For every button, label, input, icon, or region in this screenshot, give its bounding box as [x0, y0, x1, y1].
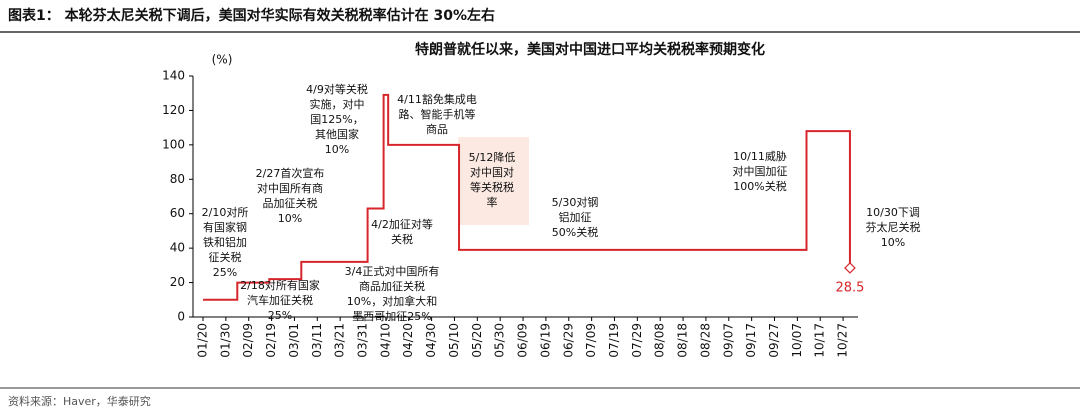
source: 资料来源：Haver，华泰研究: [8, 394, 151, 408]
x-tick-label: 01/20: [196, 323, 210, 358]
x-tick-label: 02/19: [264, 323, 278, 358]
x-tick-label: 04/30: [424, 323, 438, 358]
annotation: 10/30下调芬太尼关税 10%: [866, 206, 921, 249]
annotation-line: 50%关税: [552, 225, 598, 239]
annotation-line: 2/10对所: [202, 205, 249, 219]
annotation-line: 4/11豁免集成电: [397, 92, 477, 106]
x-tick-label: 04/10: [378, 323, 392, 358]
x-tick-label: 06/09: [516, 323, 530, 358]
figure-header: 图表1： 本轮芬太尼关税下调后，美国对华实际有效关税税率估计在 30%左右: [8, 7, 495, 24]
end-value-label: 28.5: [835, 280, 864, 295]
x-tick-label: 08/08: [653, 323, 667, 358]
y-unit: (%): [212, 53, 233, 67]
annotation-line: 墨西哥加征25%: [352, 310, 431, 323]
y-tick-label: 140: [162, 69, 185, 83]
x-tick-label: 01/30: [218, 323, 232, 358]
y-tick-label: 40: [170, 241, 185, 255]
x-tick-label: 03/21: [333, 323, 347, 358]
annotation-line: 10/11威胁: [733, 149, 787, 163]
x-tick-label: 09/27: [767, 323, 781, 358]
annotation-line: 4/9对等关税: [306, 82, 368, 96]
y-tick-label: 60: [170, 206, 185, 220]
annotation: 3/4正式对中国所有商品加征关税 10%，对加拿大和墨西哥加征25%: [345, 264, 440, 323]
annotation-line: 100%关税: [733, 179, 786, 193]
x-tick-label: 07/19: [607, 323, 621, 358]
annotation-line: 对中国所有商: [257, 181, 323, 195]
annotation-line: 5/12降低: [469, 150, 516, 164]
x-tick-label: 10/27: [836, 323, 850, 358]
annotation-line: 征关税: [209, 250, 242, 264]
x-tick-label: 03/11: [310, 323, 324, 358]
annotation: 2/18对所有国家汽车加征关税 25%: [240, 278, 320, 322]
annotation: 2/10对所有国家钢铁和铝加征关税 25%: [202, 205, 249, 279]
tariff-line: [203, 93, 851, 301]
annotation-line: 2/18对所有国家: [240, 278, 320, 292]
x-tick-label: 09/17: [744, 323, 758, 358]
annotation-line: 对中国对: [470, 165, 514, 179]
x-tick-label: 03/31: [356, 323, 370, 358]
y-tick-label: 120: [162, 103, 185, 117]
x-tick-label: 02/09: [241, 323, 255, 358]
y-tick-label: 100: [162, 137, 185, 151]
annotation: 4/9对等关税实施，对中国125%，其他国家 10%: [306, 82, 368, 156]
annotation: 4/11豁免集成电路、智能手机等商品: [397, 92, 477, 136]
y-tick-label: 20: [170, 275, 185, 289]
annotation-line: 关税: [391, 232, 413, 246]
annotation-line: 10%: [881, 236, 905, 249]
annotation-line: 10%: [325, 143, 349, 156]
annotation: 5/30对钢铝加征 50%关税: [552, 195, 599, 239]
x-tick-label: 08/18: [676, 323, 690, 358]
annotation: 4/2加征对等关税: [371, 217, 433, 246]
x-tick-label: 04/20: [401, 323, 415, 358]
annotation-line: 率: [487, 195, 498, 209]
annotation: 5/12降低对中国对等关税税率: [469, 150, 516, 209]
annotation-line: 5/30对钢: [552, 195, 599, 209]
annotation-line: 2/27首次宣布: [256, 166, 325, 180]
x-tick-label: 03/01: [287, 323, 301, 358]
annotation-line: 25%: [268, 309, 292, 322]
x-tick-label: 06/29: [561, 323, 575, 358]
x-tick-label: 05/10: [447, 323, 461, 358]
annotation-line: 实施，对中: [310, 97, 365, 111]
annotation-line: 3/4正式对中国所有: [345, 264, 440, 278]
x-tick-label: 07/29: [630, 323, 644, 358]
annotation-line: 汽车加征关税: [247, 293, 313, 307]
annotation-line: 10%，对加拿大和: [347, 294, 437, 308]
annotation: 10/11威胁对中国加征 100%关税: [733, 149, 788, 193]
chart-title: 特朗普就任以来，美国对中国进口平均关税税率预期变化: [415, 41, 765, 58]
x-tick-label: 05/30: [493, 323, 507, 358]
annotation-line: 路、智能手机等: [399, 107, 476, 121]
annotation-line: 铝加征: [559, 210, 592, 224]
annotation-line: 等关税税: [470, 180, 514, 194]
x-tick-label: 05/20: [470, 323, 484, 358]
annotation-line: 4/2加征对等: [371, 217, 433, 231]
x-tick-label: 08/28: [698, 323, 712, 358]
x-tick-label: 10/07: [790, 323, 804, 358]
annotation-line: 对中国加征: [733, 164, 788, 178]
x-tick-label: 10/17: [813, 323, 827, 358]
y-tick-label: 80: [170, 172, 185, 186]
annotation-line: 商品: [426, 122, 448, 136]
highlight-box: [458, 137, 529, 225]
annotation-line: 其他国家: [315, 127, 359, 141]
x-tick-label: 09/07: [721, 323, 735, 358]
end-marker: [844, 262, 856, 274]
annotation-line: 国125%，: [310, 113, 363, 126]
y-tick-label: 0: [177, 310, 185, 324]
x-tick-label: 07/09: [584, 323, 598, 358]
annotation-line: 有国家钢: [203, 220, 247, 234]
annotation-line: 10%: [278, 212, 302, 225]
annotation-line: 铁和铝加: [203, 235, 247, 249]
annotation-line: 10/30下调: [866, 206, 920, 219]
x-tick-label: 06/19: [538, 323, 552, 358]
annotation: 2/27首次宣布对中国所有商品加征关税 10%: [256, 166, 325, 225]
annotation-line: 25%: [213, 266, 237, 279]
annotation-line: 品加征关税: [263, 196, 318, 210]
annotation-line: 芬太尼关税: [866, 220, 921, 234]
annotation-line: 商品加征关税: [359, 279, 425, 293]
